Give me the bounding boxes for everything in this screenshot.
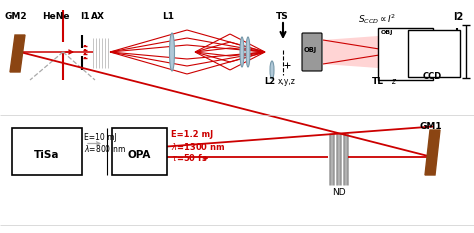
Text: E=10 mJ: E=10 mJ [84, 133, 117, 142]
Text: x,y,z: x,y,z [278, 77, 296, 86]
Polygon shape [10, 35, 25, 72]
Text: HeNe: HeNe [42, 12, 70, 21]
Text: TS: TS [276, 12, 289, 21]
Ellipse shape [240, 37, 244, 67]
Text: $\tau$=50 fs: $\tau$=50 fs [171, 152, 208, 163]
Polygon shape [425, 130, 440, 175]
Text: I1: I1 [80, 12, 90, 21]
Text: L1: L1 [162, 12, 174, 21]
Text: z: z [391, 77, 395, 86]
FancyBboxPatch shape [302, 33, 322, 71]
Polygon shape [323, 32, 433, 72]
FancyBboxPatch shape [112, 128, 167, 175]
Text: ND: ND [332, 188, 346, 197]
Text: $\lambda$=1300 nm: $\lambda$=1300 nm [171, 141, 226, 152]
Text: OBJ: OBJ [381, 30, 393, 35]
FancyBboxPatch shape [408, 30, 460, 77]
Ellipse shape [170, 33, 174, 71]
Ellipse shape [270, 61, 274, 79]
FancyBboxPatch shape [378, 28, 433, 80]
Text: GM1: GM1 [420, 122, 443, 131]
FancyBboxPatch shape [12, 128, 82, 175]
Text: I2: I2 [453, 12, 463, 22]
Text: AX: AX [91, 12, 105, 21]
Text: CCD: CCD [423, 72, 442, 81]
Text: L2: L2 [264, 77, 275, 86]
Text: TiSa: TiSa [34, 150, 60, 160]
Text: OBJ: OBJ [304, 47, 317, 53]
Ellipse shape [246, 37, 250, 67]
Text: GM2: GM2 [5, 12, 27, 21]
Text: E=1.2 mJ: E=1.2 mJ [171, 130, 213, 139]
Text: $\lambda$=800 nm: $\lambda$=800 nm [84, 143, 126, 154]
Text: TL: TL [372, 77, 384, 86]
Text: OPA: OPA [128, 150, 151, 160]
Text: $S_{CCD}$$\propto$$I^2$: $S_{CCD}$$\propto$$I^2$ [358, 12, 396, 26]
